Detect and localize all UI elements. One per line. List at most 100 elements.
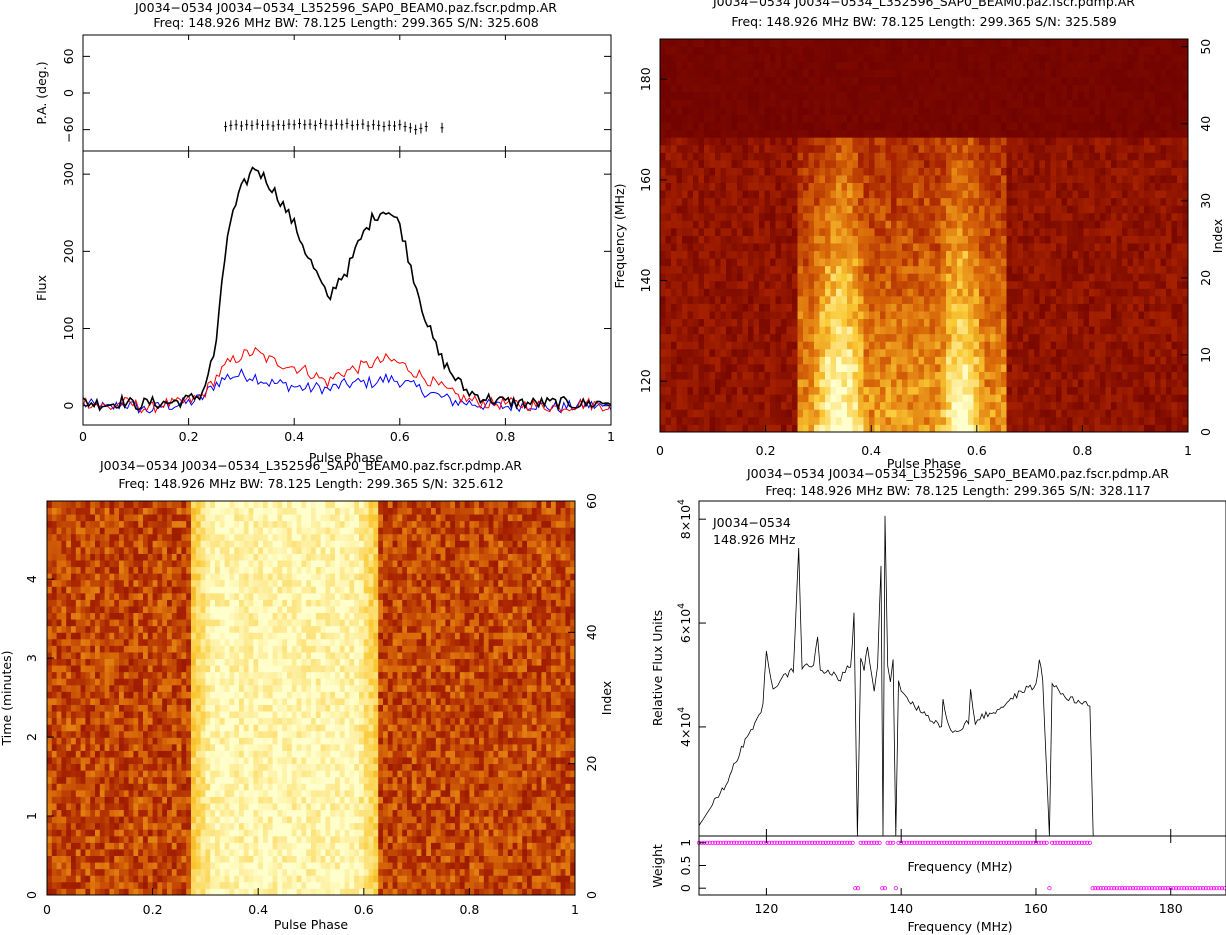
freqphase-cell [902, 227, 908, 236]
freqphase-cell [863, 227, 870, 236]
freqphase-cell [913, 182, 919, 191]
freqphase-cell [1166, 288, 1172, 297]
freqphase-cell [1155, 280, 1161, 289]
freqphase-cell [830, 235, 837, 244]
freqphase-cell [814, 363, 820, 372]
freqphase-cell [990, 205, 996, 214]
freqphase-cell [1166, 227, 1172, 236]
freqphase-cell [676, 333, 683, 342]
freqphase-cell [1083, 273, 1090, 282]
freqphase-cell [924, 182, 930, 191]
freqphase-cell [808, 129, 815, 138]
freqphase-cell [726, 386, 732, 395]
flux-y-tick-label: 200 [61, 239, 76, 263]
freqphase-cell [858, 280, 864, 289]
freqphase-cell [808, 99, 815, 108]
freqphase-cell [1138, 46, 1145, 55]
freqphase-cell [1138, 54, 1145, 63]
freqphase-cell [1144, 265, 1150, 274]
freqphase-cell [1050, 107, 1057, 115]
freqphase-cell [896, 144, 903, 153]
freqphase-cell [979, 326, 985, 335]
freqphase-cell [715, 356, 721, 365]
freqphase-cell [709, 295, 716, 304]
freqphase-cell [896, 129, 903, 138]
freqphase-cell [891, 129, 897, 138]
freqphase-cell [764, 326, 771, 335]
freqphase-cell [1089, 84, 1095, 93]
freqphase-cell [951, 333, 958, 342]
freqphase-cell [869, 295, 875, 304]
freqphase-cell [852, 416, 859, 425]
freqphase-cell [1078, 159, 1084, 168]
freqphase-cell [715, 227, 721, 236]
freqphase-cell [929, 424, 936, 433]
freqphase-cell [1056, 54, 1062, 63]
freqphase-cell [748, 401, 754, 410]
freqphase-cell [858, 250, 864, 259]
freqphase-cell [693, 265, 699, 274]
freqphase-cell [1083, 295, 1090, 304]
freqphase-cell [1083, 212, 1090, 221]
freqphase-cell [918, 303, 925, 312]
freqphase-cell [940, 190, 947, 199]
freqphase-cell [698, 288, 705, 297]
freqphase-cell [1105, 386, 1112, 395]
freqphase-cell [1111, 69, 1117, 78]
freqphase-cell [770, 69, 776, 78]
freqphase-cell [1039, 175, 1046, 183]
freqphase-cell [874, 227, 881, 236]
freqphase-cell [1177, 197, 1183, 206]
freqphase-cell [1017, 107, 1024, 115]
freqphase-cell [1133, 167, 1139, 176]
freqphase-cell [1177, 318, 1183, 327]
freqphase-cell [1155, 84, 1161, 93]
freqphase-cell [957, 311, 963, 320]
freqphase-cell [1083, 107, 1090, 115]
freqphase-cell [1083, 379, 1090, 388]
freqphase-cell [682, 265, 688, 274]
freqphase-cell [1028, 424, 1035, 433]
freqphase-cell [951, 122, 958, 131]
freqphase-cell [836, 379, 842, 388]
freqphase-cell [946, 265, 952, 274]
freqphase-cell [1105, 152, 1112, 161]
freqphase-cell [698, 356, 705, 365]
freqphase-cell [880, 91, 886, 100]
freqphase-cell [803, 69, 809, 78]
freqphase-cell [814, 190, 820, 199]
freqphase-cell [687, 91, 694, 100]
freqphase-cell [1039, 371, 1046, 380]
freqphase-cell [1116, 84, 1123, 93]
freqphase-cell [1078, 54, 1084, 63]
freqphase-cell [940, 311, 947, 320]
freqphase-cell [962, 107, 969, 115]
freqphase-cell [720, 318, 727, 327]
freqphase-cell [808, 212, 815, 221]
freqphase-cell [1149, 273, 1156, 282]
freqphase-cell [979, 76, 985, 85]
freqphase-cell [1111, 356, 1117, 365]
freqphase-cell [935, 84, 941, 93]
freqphase-cell [1127, 84, 1134, 93]
freqphase-cell [753, 61, 760, 70]
freqphase-cell [737, 303, 743, 312]
freqphase-cell [803, 386, 809, 395]
freqphase-cell [1166, 311, 1172, 320]
freqphase-cell [676, 190, 683, 199]
freqphase-cell [1034, 212, 1040, 221]
freqphase-cell [698, 386, 705, 395]
freqphase-cell [1056, 144, 1062, 153]
freqphase-cell [1001, 295, 1007, 304]
freqphase-cell [753, 137, 760, 146]
freqphase-cell [1061, 197, 1068, 206]
freqphase-cell [1078, 326, 1084, 335]
freqphase-cell [698, 424, 705, 433]
freqphase-cell [968, 356, 974, 365]
freqphase-cell [1149, 227, 1156, 236]
freqphase-cell [896, 326, 903, 335]
freqphase-cell [951, 137, 958, 146]
freqphase-cell [808, 273, 815, 282]
freqphase-cell [929, 250, 936, 259]
freqphase-cell [814, 326, 820, 335]
